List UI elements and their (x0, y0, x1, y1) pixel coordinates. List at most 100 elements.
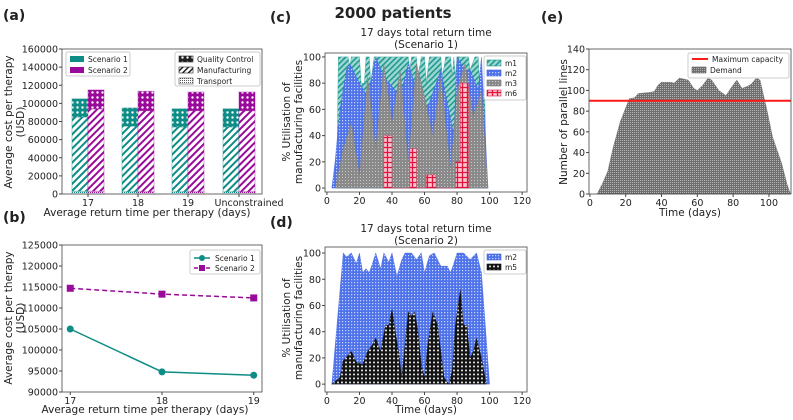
b-marker-square (158, 290, 166, 298)
e-xtick-label: 40 (655, 198, 667, 209)
c-xtick-label: 40 (386, 196, 398, 207)
c-ylabel-line1: % Utilisation of (281, 82, 293, 162)
c-ytick-label: 40 (309, 131, 321, 142)
e-ytick-label: 80 (573, 107, 585, 118)
e-ylabel: Number of parallel lines (558, 59, 570, 185)
b-legend-label: Scenario 1 (215, 254, 255, 263)
bar-quality-control (71, 98, 89, 118)
a-ytick-label: 160000 (22, 45, 58, 56)
a-legend-swatch (70, 56, 84, 62)
c-legend-swatch (486, 79, 502, 87)
d-xtick-label: 20 (353, 396, 365, 407)
d-ytick-label: 60 (309, 301, 321, 312)
d-title-line2: (Scenario 2) (394, 235, 458, 247)
e-legend-swatch (691, 66, 707, 74)
d-ytick-label: 0 (315, 380, 321, 391)
a-legend-swatch (70, 67, 84, 73)
d-ytick-label: 80 (309, 275, 321, 286)
bar-quality-control (187, 91, 205, 112)
b-xtick-label: 19 (248, 396, 260, 407)
a-xtick-label: 18 (132, 198, 144, 209)
a-comp-legend-box (174, 51, 261, 87)
b-xtick-label: 18 (156, 396, 168, 407)
figure-title: 2000 patients (334, 4, 451, 22)
b-ytick-label: 105000 (22, 325, 58, 336)
a-ytick-label: 80000 (28, 117, 58, 128)
e-ytick-label: 60 (573, 127, 585, 138)
b-xlabel: Average return time per therapy (days) (42, 404, 249, 416)
b-ytick-label: 125000 (22, 241, 58, 252)
e-ytick-label: 120 (567, 65, 585, 76)
c-legend-swatch (486, 69, 502, 77)
bar-manufacturing (238, 110, 256, 193)
a-xtick-label: 17 (82, 198, 94, 209)
d-ylabel-line1: % Utilisation of (281, 278, 293, 358)
a-ytick-label: 60000 (28, 135, 58, 146)
e-xlabel: Time (days) (658, 207, 721, 219)
b-ytick-label: 110000 (22, 304, 58, 315)
e-xtick-label: 80 (727, 198, 739, 209)
c-legend-swatch (486, 59, 502, 67)
d-legend-label: m2 (505, 253, 517, 262)
d-xtick-label: 120 (513, 396, 531, 407)
bar-manufacturing (137, 110, 155, 193)
b-ytick-label: 115000 (22, 283, 58, 294)
a-legend-swatch (178, 55, 194, 63)
a-xlabel: Average return time per therapy (days) (44, 207, 251, 219)
c-legend-label: m3 (505, 79, 517, 88)
e-xtick-label: 0 (587, 198, 593, 209)
e-area-demand (596, 77, 791, 195)
c-area-m3 (334, 63, 489, 189)
b-legend-marker (199, 265, 205, 271)
bar-quality-control (87, 89, 105, 110)
b-marker-square (66, 284, 74, 292)
b-ytick-label: 95000 (28, 367, 58, 378)
d-legend-swatch (486, 263, 502, 271)
bar-manufacturing (121, 125, 139, 193)
d-ytick-label: 40 (309, 327, 321, 338)
b-xtick-label: 17 (64, 396, 76, 407)
b-ytick-label: 90000 (28, 388, 58, 399)
a-xtick-label: Unconstrained (215, 198, 284, 209)
d-ylabel-line2: manufacturing facilities (293, 256, 305, 380)
a-ytick-label: 100000 (22, 99, 58, 110)
a-xtick-label: 19 (182, 198, 194, 209)
bar-manufacturing (87, 108, 105, 192)
d-xtick-label: 0 (324, 396, 330, 407)
bar-quality-control (222, 108, 240, 128)
a-legend-label: Transport (196, 77, 232, 86)
c-legend-label: m2 (505, 69, 517, 78)
d-area-m5 (330, 289, 487, 385)
c-xtick-label: 120 (513, 196, 531, 207)
b-marker-square (250, 294, 258, 302)
b-ylabel-line1: Average cost per therapy (3, 251, 15, 384)
c-xtick-label: 60 (418, 196, 430, 207)
c-xtick-label: 100 (481, 196, 499, 207)
d-ytick-label: 20 (309, 353, 321, 364)
e-xtick-label: 100 (760, 198, 778, 209)
b-legend-marker (199, 255, 205, 261)
a-ylabel-line2: (USD) (15, 107, 27, 138)
bar-quality-control (121, 107, 139, 127)
d-xtick-label: 100 (481, 396, 499, 407)
e-xtick-label: 20 (620, 198, 632, 209)
b-ylabel-line2: (USD) (15, 303, 27, 334)
e-frame (588, 48, 792, 195)
b-ytick-label: 120000 (22, 262, 58, 273)
e-ytick-label: 100 (567, 86, 585, 97)
c-ytick-label: 60 (309, 105, 321, 116)
d-xtick-label: 80 (451, 396, 463, 407)
d-title-line1: 17 days total return time (360, 223, 491, 235)
a-ytick-label: 20000 (28, 171, 58, 182)
c-title-line2: (Scenario 1) (394, 39, 458, 51)
a-legend-swatch (178, 77, 194, 85)
b-legend-label: Scenario 2 (215, 264, 255, 273)
a-legend-label: Scenario 2 (88, 66, 128, 75)
d-xlabel: Time (days) (394, 404, 457, 416)
b-marker-circle (158, 368, 166, 376)
c-legend-box (483, 55, 527, 101)
b-line-scenario-1 (69, 328, 254, 376)
c-ylabel-line2: manufacturing facilities (293, 60, 305, 184)
a-legend-label: Scenario 1 (88, 55, 128, 64)
